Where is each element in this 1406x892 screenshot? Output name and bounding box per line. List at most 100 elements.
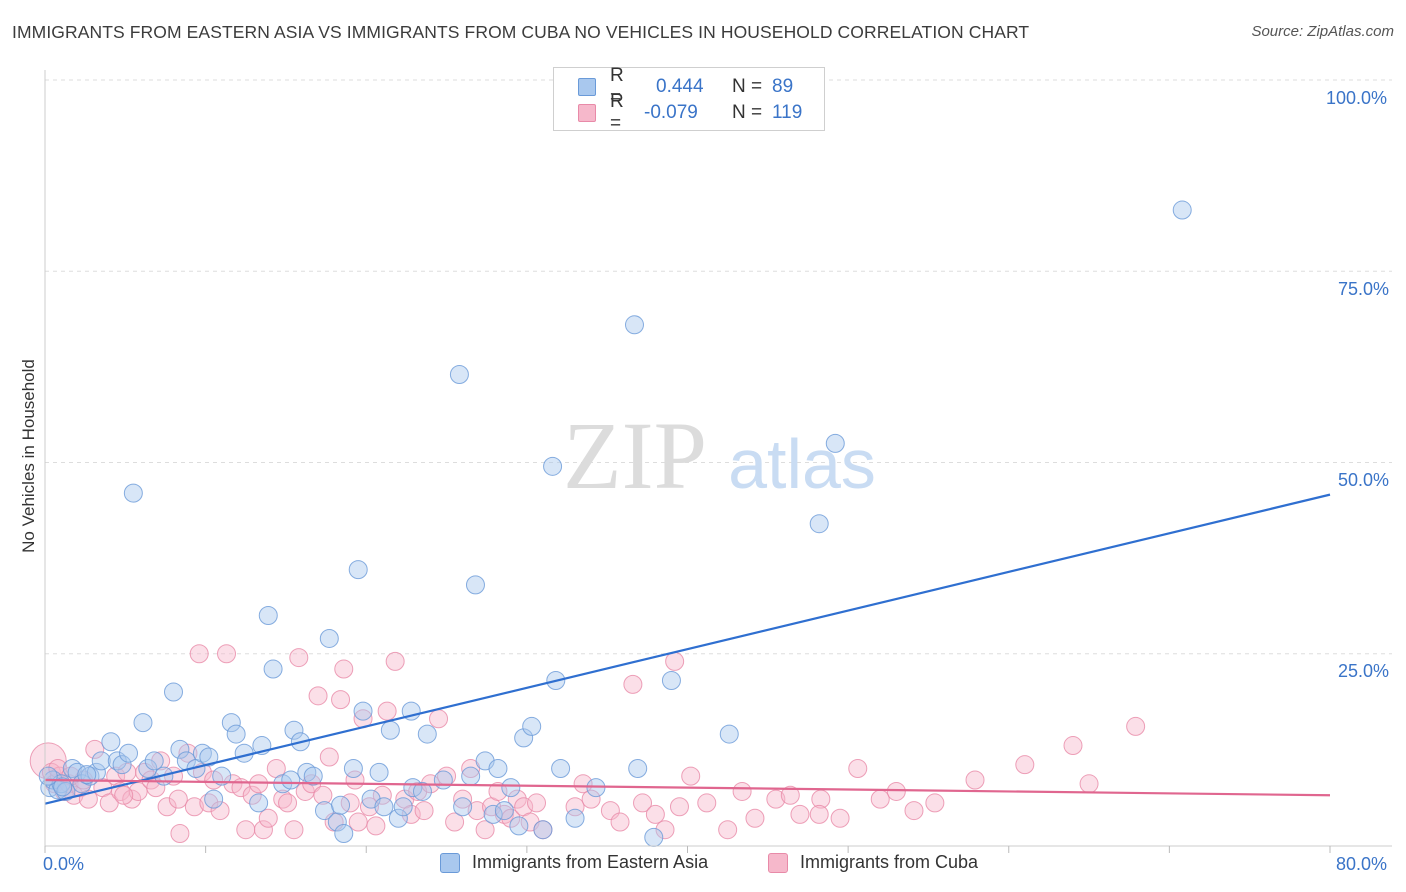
cuba-point <box>210 801 230 821</box>
cuba-point <box>681 766 701 786</box>
eastern-asia-point <box>509 816 529 836</box>
cuba-point <box>217 644 237 664</box>
legend-swatch-blue <box>578 78 596 96</box>
cuba-point <box>697 793 717 813</box>
eastern-asia-point <box>624 315 644 335</box>
eastern-asia-point <box>249 793 269 813</box>
cuba-point <box>527 793 547 813</box>
eastern-asia-points <box>38 200 1192 847</box>
cuba-point <box>870 789 890 809</box>
eastern-asia-point <box>258 606 278 625</box>
cuba-point <box>745 808 765 828</box>
cuba-point <box>366 816 386 836</box>
cuba-point <box>313 785 333 805</box>
eastern-asia-point <box>199 747 219 767</box>
y-tick-25: 25.0% <box>1338 661 1390 681</box>
cuba-point <box>790 804 810 824</box>
eastern-asia-point <box>204 789 224 809</box>
cuba-point <box>573 774 593 794</box>
cuba-point <box>377 701 397 721</box>
eastern-asia-point <box>112 755 132 775</box>
source-label: Source: ZipAtlas.com <box>1251 23 1394 40</box>
cuba-points <box>29 644 1146 844</box>
cuba-trend-line <box>44 778 1331 797</box>
legend-swatch-pink <box>578 104 596 122</box>
cuba-point <box>925 793 945 813</box>
cuba-point <box>965 770 985 790</box>
cuba-point <box>334 659 354 679</box>
eastern-asia-point <box>123 483 143 503</box>
cuba-point <box>184 797 204 817</box>
series-legend-cuba[interactable]: Immigrants from Cuba <box>768 852 978 873</box>
eastern-asia-point <box>91 751 111 771</box>
cuba-point <box>904 801 924 821</box>
cuba-point <box>284 820 304 840</box>
cuba-point <box>168 789 188 809</box>
watermark: ZIP atlas <box>563 402 876 509</box>
eastern-asia-point <box>53 777 73 797</box>
watermark-atlas: atlas <box>728 425 876 503</box>
eastern-asia-point <box>453 797 473 817</box>
eastern-asia-point <box>343 759 363 778</box>
eastern-asia-point <box>628 759 648 778</box>
axes <box>44 70 1392 853</box>
eastern-asia-point <box>522 716 542 736</box>
y-tick-100: 100.0% <box>1326 88 1388 108</box>
eastern-asia-point <box>77 765 97 785</box>
eastern-asia-point <box>417 724 437 744</box>
eastern-asia-point <box>494 801 514 821</box>
eastern-asia-point <box>461 766 481 786</box>
eastern-asia-point <box>170 739 190 759</box>
eastern-asia-point <box>465 575 485 595</box>
cuba-point <box>453 789 473 809</box>
legend-r-value: 0.444 <box>656 76 704 97</box>
cuba-point <box>348 812 368 832</box>
cuba-point <box>249 774 269 794</box>
eastern-asia-point <box>138 759 158 778</box>
cuba-point <box>385 651 405 671</box>
cuba-point <box>565 797 585 817</box>
cuba-point <box>623 674 643 694</box>
eastern-asia-point <box>221 713 241 733</box>
cuba-point <box>1015 755 1035 775</box>
eastern-asia-point <box>809 514 829 534</box>
eastern-asia-point <box>412 781 432 801</box>
cuba-point <box>830 808 850 828</box>
x-tick-80: 80.0% <box>1336 854 1388 874</box>
cuba-point <box>258 808 278 828</box>
cuba-point <box>253 820 273 840</box>
cuba-point <box>488 781 508 801</box>
cuba-point <box>236 820 256 840</box>
eastern-asia-point <box>483 804 503 824</box>
eastern-asia-point <box>101 732 121 752</box>
eastern-asia-point <box>1172 200 1192 220</box>
cuba-point <box>1126 716 1146 736</box>
watermark-zip: ZIP <box>563 402 707 509</box>
cuba-point <box>445 812 465 832</box>
y-tick-50: 50.0% <box>1338 470 1390 490</box>
series-legend-label: Immigrants from Cuba <box>800 852 979 872</box>
eastern-asia-point <box>565 808 585 828</box>
eastern-asia-point <box>374 797 394 817</box>
legend-n-value: 89 <box>772 76 794 97</box>
eastern-asia-point <box>661 671 681 691</box>
cuba-point <box>809 804 829 824</box>
x-tick-0: 0.0% <box>43 854 85 874</box>
eastern-asia-point <box>284 720 304 740</box>
correlation-legend: R = 0.444 N = 89 R = -0.079 N = 119 <box>553 65 825 134</box>
cuba-point <box>331 690 351 710</box>
eastern-asia-point <box>319 628 339 648</box>
series-legend-eastern-asia[interactable]: Immigrants from Eastern Asia <box>440 852 708 873</box>
cuba-point <box>633 793 653 813</box>
eastern-asia-point <box>303 766 323 786</box>
legend-row-eastern-asia: R = 0.444 N = 89 <box>578 65 794 108</box>
cuba-point <box>85 739 105 759</box>
series-legend-label: Immigrants from Eastern Asia <box>472 852 709 872</box>
cuba-point <box>780 785 800 805</box>
eastern-asia-point <box>543 456 563 476</box>
cuba-point <box>146 778 166 798</box>
cuba-point <box>718 820 738 840</box>
eastern-asia-point <box>164 682 183 702</box>
eastern-asia-point <box>501 778 521 798</box>
eastern-asia-point <box>380 720 400 740</box>
